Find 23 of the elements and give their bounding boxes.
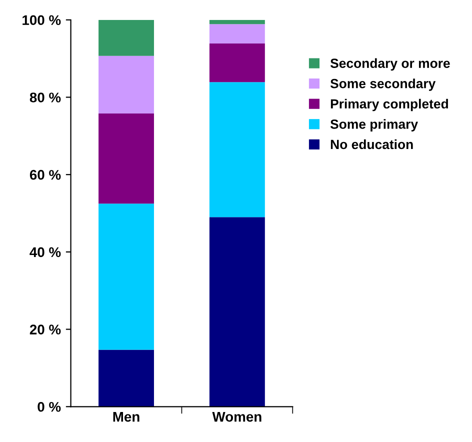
legend-label: Primary completed xyxy=(330,98,448,112)
x-tick-label: Men xyxy=(113,412,140,422)
y-tick-label: 0 % xyxy=(38,402,61,412)
y-tick-label: 80 % xyxy=(30,92,61,102)
legend-label: Some primary xyxy=(330,119,418,132)
bar xyxy=(209,82,265,218)
y-tick-label: 100 % xyxy=(22,15,61,26)
bar xyxy=(98,350,154,407)
bar xyxy=(98,20,154,56)
y-tick-label: 40 % xyxy=(30,247,61,258)
bar xyxy=(98,204,154,350)
x-tick-label: Women xyxy=(212,412,262,422)
legend-label: Secondary or more xyxy=(330,58,450,71)
legend-label: No education xyxy=(330,139,413,150)
bar xyxy=(209,43,265,82)
bar xyxy=(98,113,154,204)
bar xyxy=(209,217,265,407)
bar xyxy=(209,24,265,44)
bar xyxy=(98,56,154,114)
y-tick-label: 20 % xyxy=(30,324,61,334)
legend-label: Some secondary xyxy=(330,78,436,91)
bar xyxy=(209,20,265,24)
y-tick-label: 60 % xyxy=(30,170,61,180)
